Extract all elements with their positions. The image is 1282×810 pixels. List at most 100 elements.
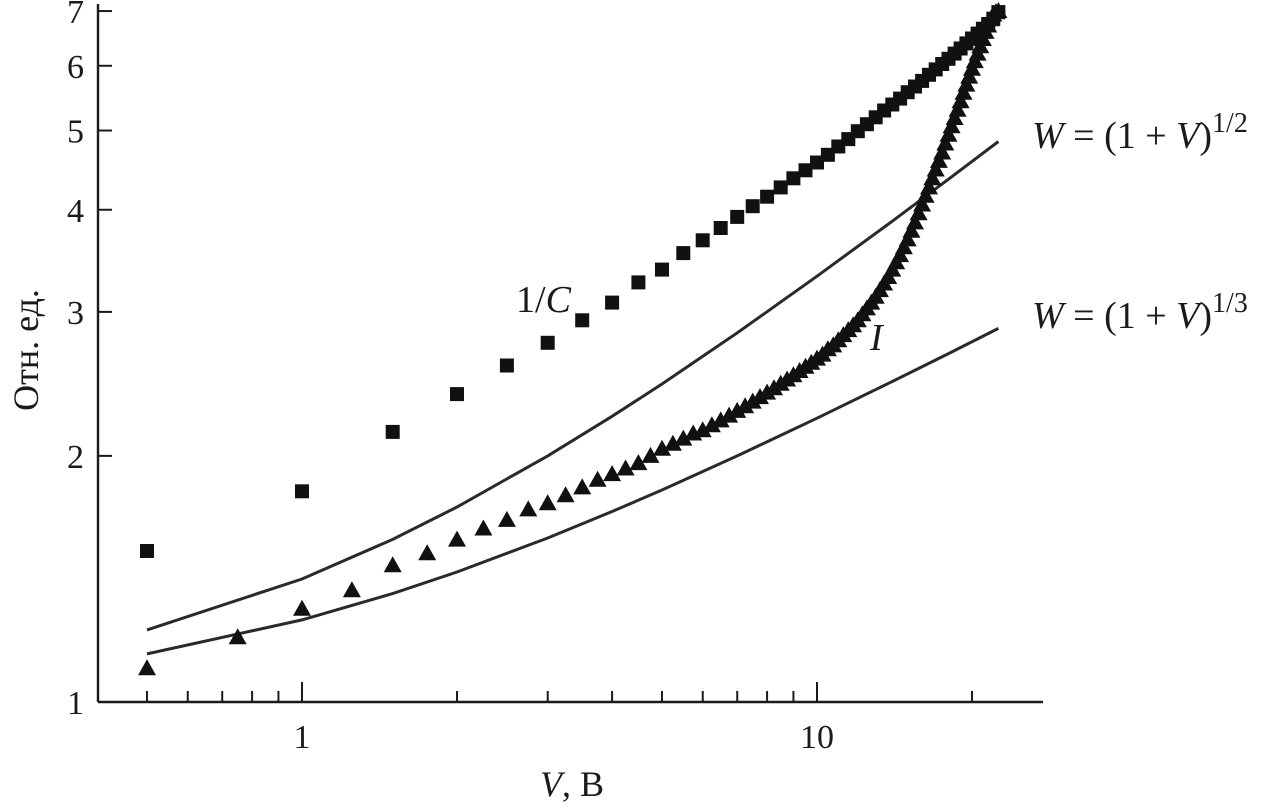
y-tick-label: 2 (67, 439, 84, 476)
point-inverse-c (695, 233, 710, 248)
point-current (948, 100, 967, 117)
point-current (342, 581, 361, 598)
x-axis-title: V, В (540, 764, 604, 804)
x-tick-label: 10 (800, 719, 834, 756)
point-current (951, 92, 970, 109)
label-inverse-capacitance-var: C (546, 279, 572, 321)
point-current (909, 204, 928, 221)
point-current (538, 494, 557, 511)
point-current (603, 465, 622, 482)
point-current (693, 421, 712, 438)
point-current (711, 411, 730, 428)
ticks-layer: 1 10 1 2 3 4 5 6 7 (67, 0, 974, 756)
point-current (448, 530, 466, 547)
label-current: I (869, 317, 885, 359)
point-current (954, 83, 973, 100)
point-current (497, 510, 516, 527)
point-current (653, 439, 671, 456)
x-axis-title-var: V (540, 764, 566, 804)
point-inverse-c (786, 171, 801, 186)
y-tick-label: 1 (67, 685, 84, 722)
point-current (989, 2, 1008, 18)
label-w-third-v: V (1176, 295, 1203, 337)
point-current (629, 454, 648, 471)
point-current (929, 151, 948, 168)
point-inverse-c (713, 221, 728, 235)
x-axis-title-unit: , В (562, 764, 604, 804)
point-current (926, 160, 945, 177)
point-current (383, 556, 402, 573)
x-tick-label: 1 (294, 719, 311, 756)
point-current (906, 213, 924, 230)
point-inverse-c (760, 189, 775, 204)
point-inverse-c (575, 313, 590, 328)
point-inverse-c (798, 163, 813, 178)
point-current (913, 195, 932, 212)
point-inverse-c (540, 335, 555, 350)
point-inverse-c (295, 484, 309, 499)
y-tick-label: 4 (67, 193, 84, 230)
point-inverse-c (499, 358, 514, 373)
point-current (720, 406, 739, 423)
point-current (616, 459, 635, 476)
point-current (743, 392, 762, 409)
point-current (556, 486, 575, 503)
point-current (418, 544, 437, 561)
point-inverse-c (655, 262, 669, 277)
label-w-half-eq: = (1 + (1064, 115, 1177, 157)
point-current (942, 117, 961, 134)
point-current (898, 230, 917, 247)
point-current (138, 659, 156, 676)
point-inverse-c (810, 155, 824, 170)
label-w-third: W = (1 + V)1/3 (1032, 288, 1248, 337)
point-current (519, 500, 538, 517)
point-inverse-c (385, 424, 400, 439)
point-inverse-c (745, 199, 760, 214)
series-line-2 (146, 140, 1000, 632)
point-inverse-c (605, 295, 620, 310)
label-w-half: W = (1 + V)1/2 (1032, 108, 1248, 157)
point-inverse-c (730, 209, 745, 224)
point-current (641, 446, 660, 463)
markers-layer (138, 2, 1008, 676)
point-current (923, 169, 942, 186)
point-current (916, 186, 935, 203)
axes-layer (96, 4, 1043, 704)
point-inverse-c (773, 180, 788, 195)
point-current (663, 434, 682, 451)
label-w-half-rp: ) (1199, 115, 1212, 157)
point-inverse-c (450, 387, 464, 402)
curves-layer (146, 140, 1000, 656)
y-tick-label: 3 (67, 295, 84, 332)
series-line-3 (146, 327, 1000, 656)
label-inverse-capacitance: 1/C (516, 279, 572, 321)
point-inverse-c (676, 246, 691, 261)
point-current (933, 143, 952, 160)
label-w-third-eq: = (1 + (1064, 295, 1177, 337)
y-tick-label: 7 (67, 0, 84, 31)
point-inverse-c (631, 275, 646, 290)
label-w-half-exp: 1/2 (1212, 108, 1248, 139)
point-current (751, 388, 769, 405)
point-current (945, 109, 964, 125)
label-w-third-exp: 1/3 (1212, 288, 1248, 319)
y-tick-label: 6 (67, 49, 84, 86)
point-current (939, 125, 958, 142)
label-w-half-v: V (1176, 115, 1203, 157)
point-current (936, 134, 955, 151)
point-current (702, 416, 721, 433)
label-w-third-rp: ) (1199, 295, 1212, 337)
point-current (674, 429, 693, 446)
point-current (588, 470, 607, 487)
point-current (573, 478, 592, 495)
point-current (474, 519, 493, 536)
point-inverse-c (140, 544, 154, 558)
point-current (728, 401, 747, 418)
y-axis-title: Отн. ед. (6, 289, 46, 411)
label-w-half-lhs: W (1032, 115, 1067, 157)
point-current (293, 599, 311, 616)
y-tick-label: 5 (67, 114, 84, 151)
point-current (902, 221, 921, 238)
